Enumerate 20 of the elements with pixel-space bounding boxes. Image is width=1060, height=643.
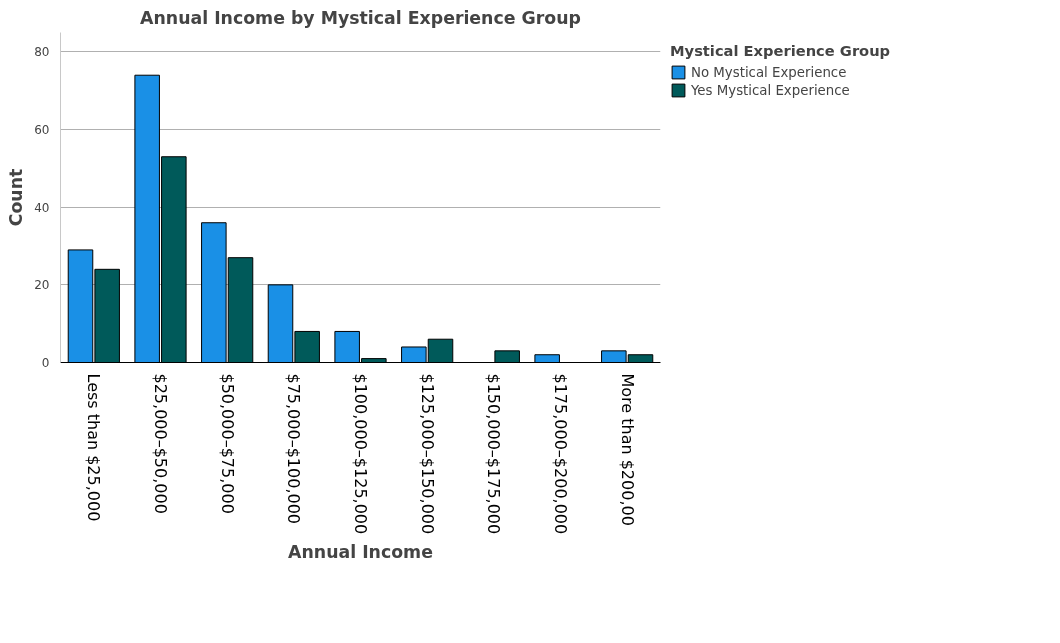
y-tick-label: 0 <box>41 356 50 370</box>
legend-title: Mystical Experience Group <box>670 42 891 59</box>
y-tick-label: 60 <box>34 123 50 138</box>
x-tick-label: $75,000–$100,000 <box>284 373 304 525</box>
chart-title: Annual Income by Mystical Experience Group <box>140 7 581 28</box>
legend-label: Yes Mystical Experience <box>691 82 850 98</box>
x-tick-label: $25,000–$50,000 <box>151 373 170 514</box>
x-tick-label: More than $200,00 <box>617 373 637 526</box>
y-tick-label: 80 <box>34 45 50 60</box>
y-axis-title: Count <box>6 168 27 227</box>
y-tick-label: 20 <box>34 278 50 293</box>
x-tick-label: Less than $25,000 <box>84 373 104 522</box>
y-tick-label: 40 <box>34 200 50 215</box>
x-tick-label: $175,000–$200,000 <box>551 373 570 535</box>
x-tick-label: $100,000–$125,000 <box>351 373 370 535</box>
legend-label: No Mystical Experience <box>691 64 847 80</box>
x-tick-label: $50,000–$75,000 <box>217 373 237 514</box>
x-tick-label: $125,000–$150,000 <box>417 373 437 535</box>
x-axis-title: Annual Income <box>288 542 433 563</box>
x-tick-label: $150,000–$175,000 <box>484 373 504 535</box>
